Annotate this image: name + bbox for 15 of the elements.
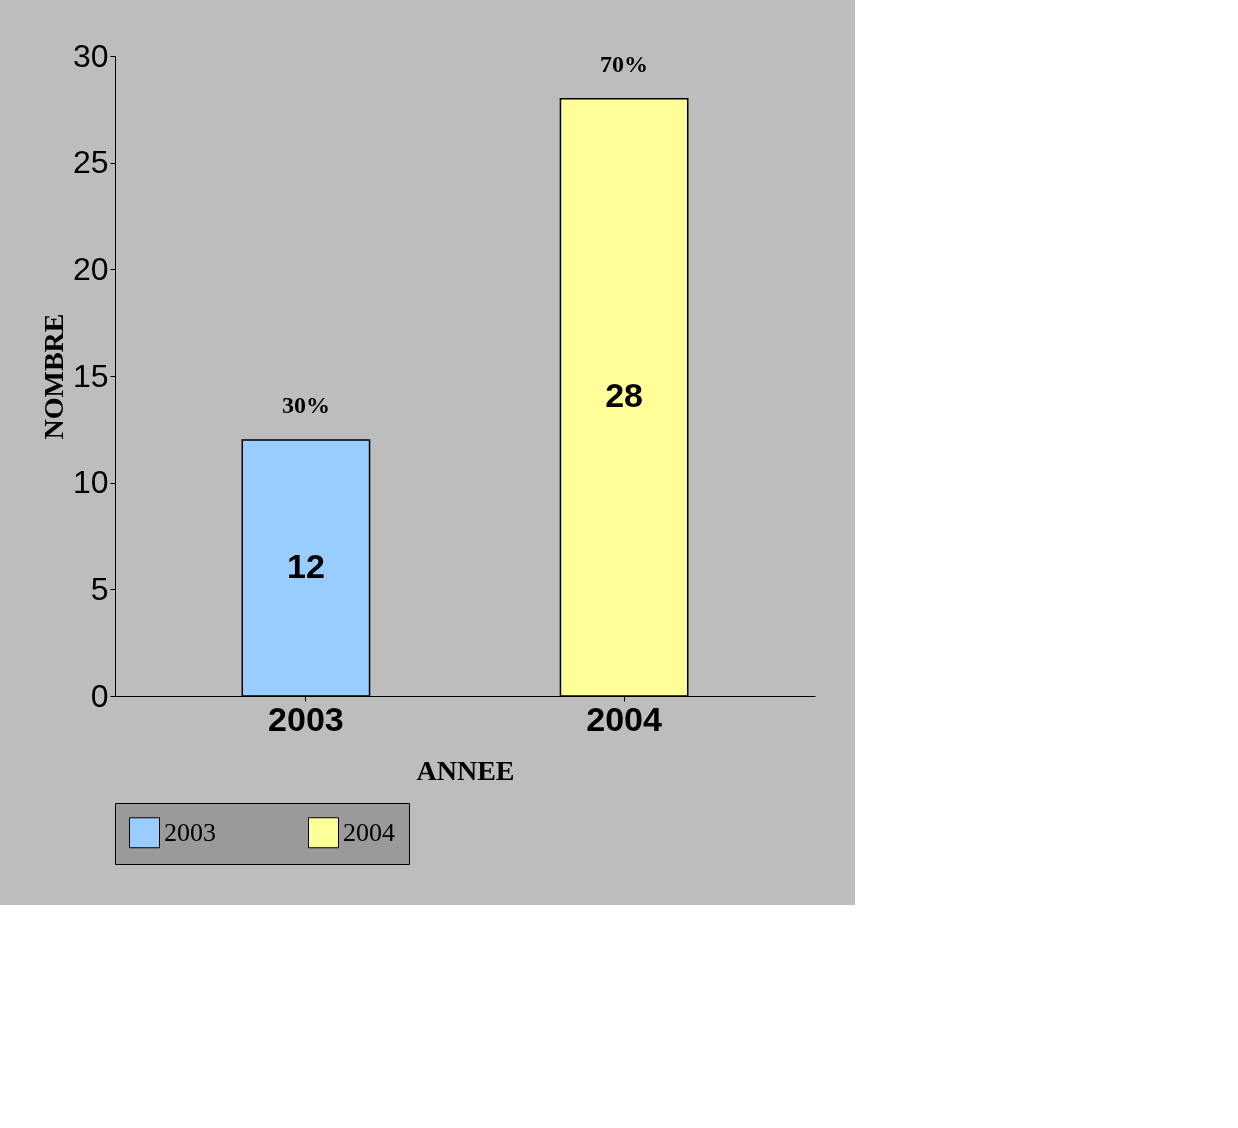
data-label: 28 <box>605 376 644 415</box>
data-label: 12 <box>287 547 325 585</box>
x-axis-title: ANNEE <box>416 754 515 786</box>
y-tick-label: 20 <box>72 250 109 287</box>
y-tick-label: 25 <box>72 144 109 181</box>
legend-label: 2004 <box>343 817 395 847</box>
y-tick-label: 15 <box>72 357 109 394</box>
annotation: 30% <box>281 392 330 418</box>
legend-label: 2003 <box>164 817 216 847</box>
y-tick-label: 5 <box>90 570 109 607</box>
y-tick-label: 30 <box>72 37 109 74</box>
y-axis-title: NOMBRE <box>37 313 69 440</box>
y-tick-label: 0 <box>90 677 109 714</box>
annotation: 70% <box>600 50 649 77</box>
y-tick-label: 10 <box>72 464 109 501</box>
